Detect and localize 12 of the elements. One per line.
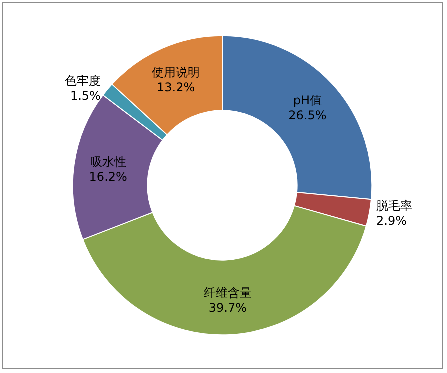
data-label: 1.5% bbox=[70, 88, 101, 103]
slice-label: 吸水性 bbox=[90, 155, 126, 170]
data-label: 39.7% bbox=[208, 301, 247, 316]
slice-label: pH值 bbox=[293, 93, 322, 108]
data-label: 26.5% bbox=[288, 108, 327, 122]
slice-label: 色牢度 bbox=[64, 74, 101, 88]
data-label: 16.2% bbox=[89, 170, 128, 184]
slice-label: 使用说明 bbox=[152, 66, 200, 80]
slice-label: 纤维含量 bbox=[204, 286, 252, 300]
slice-label: 脱毛率 bbox=[376, 198, 413, 213]
data-label: 2.9% bbox=[376, 214, 408, 228]
data-label: 13.2% bbox=[157, 80, 196, 95]
